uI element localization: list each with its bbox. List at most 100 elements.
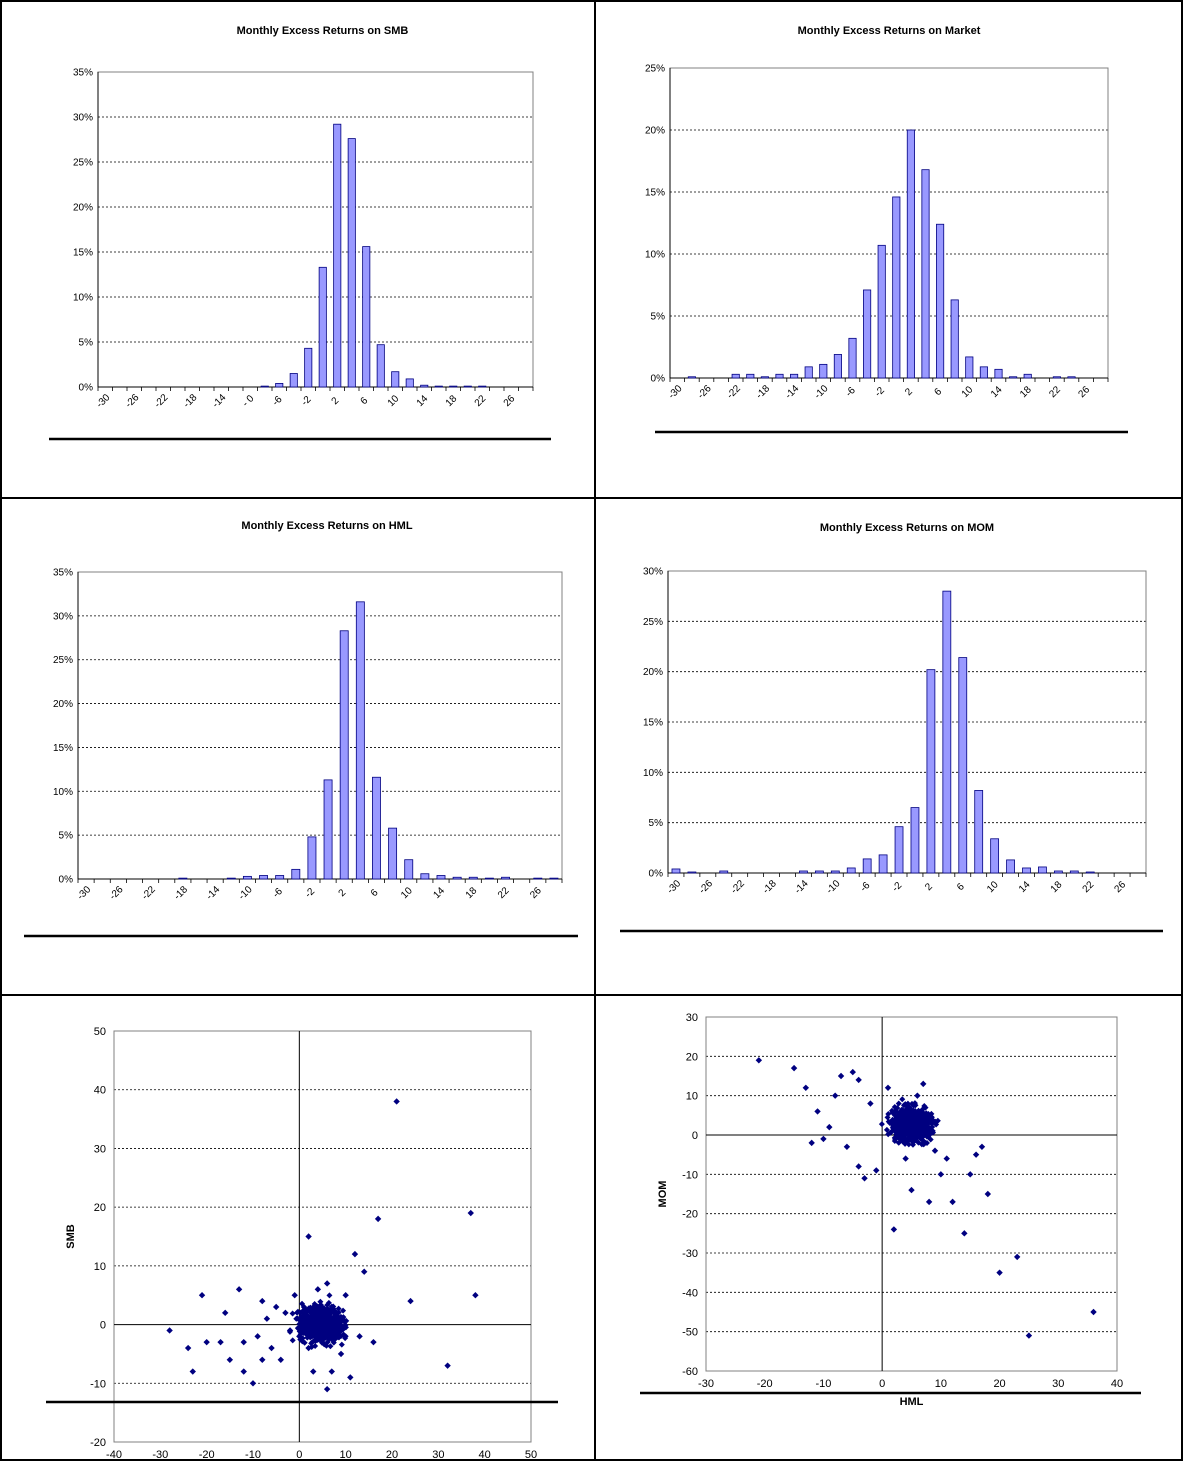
plot-frame [667, 570, 1147, 874]
scatter-point [320, 1325, 327, 1332]
y-tick-label: 5% [59, 831, 74, 842]
y-tick-label: -20 [682, 1209, 698, 1221]
bar [906, 129, 915, 379]
x-tick-label: 10 [399, 885, 415, 901]
scatter-point [311, 1333, 318, 1340]
scatter-point [282, 1309, 289, 1317]
scatter-point [967, 1171, 974, 1178]
bar [484, 877, 494, 880]
x-tick-label: 20 [993, 1378, 1005, 1390]
bar [376, 344, 385, 388]
x-tick-label: 20 [386, 1449, 398, 1459]
bar [434, 385, 443, 388]
bar [404, 859, 414, 880]
y-tick-label: 10% [645, 250, 665, 261]
scatter-point [902, 1111, 909, 1118]
scatter-point [314, 1286, 322, 1293]
scatter-point [325, 1313, 332, 1320]
scatter-point [820, 1135, 827, 1143]
bar [533, 877, 543, 880]
scatter-point [323, 1342, 330, 1349]
x-tick-label: 10 [386, 393, 402, 409]
bar [468, 876, 478, 880]
scatter-point [925, 1198, 933, 1206]
y-tick-label: 20% [643, 667, 663, 678]
scatter-point [310, 1320, 317, 1327]
bar [436, 875, 446, 880]
bar [760, 376, 769, 379]
scatter-point [289, 1337, 296, 1344]
y-tick-label: 15% [645, 188, 665, 199]
x-tick-label: -2 [299, 394, 313, 408]
x-tick-label: -10 [813, 383, 831, 401]
scatter-point [895, 1100, 902, 1107]
scatter-point [304, 1327, 311, 1334]
bar [936, 223, 945, 379]
scatter-point [222, 1309, 229, 1317]
x-tick-label: 26 [502, 393, 518, 409]
bar [958, 657, 968, 874]
scatter-point [325, 1299, 332, 1306]
x-tick-label: -30 [667, 383, 685, 401]
x-tick-label: 0 [296, 1449, 302, 1459]
x-tick-label: -6 [270, 394, 284, 408]
bar [979, 366, 988, 379]
scatter-point [337, 1350, 345, 1358]
y-tick-label: 25% [643, 617, 663, 628]
x-tick-label: 30 [432, 1449, 444, 1459]
bar [1053, 870, 1063, 874]
x-tick-label: -10 [815, 1378, 831, 1390]
x-tick-label: 22 [1081, 879, 1097, 895]
scatter-point [949, 1198, 956, 1206]
x-tick-label: -40 [106, 1449, 122, 1459]
x-tick-label: -2 [873, 385, 887, 399]
scatter-point [308, 1318, 315, 1325]
y-tick-label: 40 [94, 1085, 106, 1097]
bar [775, 373, 784, 379]
x-tick-label: -18 [754, 383, 772, 401]
bar [304, 347, 313, 388]
y-tick-label: 10 [686, 1091, 698, 1103]
scatter-point [340, 1331, 347, 1338]
bar [226, 877, 236, 880]
scatter-point [920, 1080, 927, 1088]
x-tick-label: -6 [844, 385, 858, 399]
y-tick-label: -60 [682, 1366, 698, 1378]
x-tick-label: 18 [1049, 879, 1065, 895]
bar [830, 870, 840, 874]
chart-title: Monthly Excess Returns on Market [798, 25, 981, 37]
bar [671, 868, 681, 874]
x-tick-label: 6 [359, 395, 371, 407]
scatter-point [888, 1118, 895, 1125]
scatter-point [905, 1113, 912, 1120]
bar [1009, 376, 1018, 379]
bar [323, 779, 333, 880]
y-tick-label: 0% [59, 875, 74, 886]
scatter-point [855, 1163, 862, 1170]
bar [420, 873, 430, 880]
scatter-point [235, 1286, 243, 1293]
bar [910, 807, 920, 874]
y-tick-label: 35% [73, 68, 93, 79]
scatter-point [296, 1320, 303, 1327]
scatter-point [336, 1316, 343, 1323]
row-divider-1 [0, 497, 1183, 499]
bar [318, 266, 327, 388]
scatter-point [937, 1171, 945, 1178]
scatter-point [755, 1057, 763, 1064]
scatter-point [343, 1317, 350, 1324]
bar [478, 385, 487, 388]
chart-title: Monthly Excess Returns on MOM [820, 522, 994, 534]
bar [178, 877, 188, 880]
scatter-point [890, 1226, 898, 1233]
y-tick-label: 25% [645, 64, 665, 75]
x-tick-label: 2 [923, 881, 935, 893]
x-tick-label: 2 [330, 395, 342, 407]
bar [405, 378, 414, 388]
x-tick-label: -22 [729, 878, 747, 896]
x-tick-label: -30 [698, 1378, 714, 1390]
bar [420, 384, 429, 388]
scatter-point [268, 1344, 275, 1352]
x-tick-label: -14 [783, 383, 801, 401]
x-tick-label: -18 [181, 392, 199, 410]
